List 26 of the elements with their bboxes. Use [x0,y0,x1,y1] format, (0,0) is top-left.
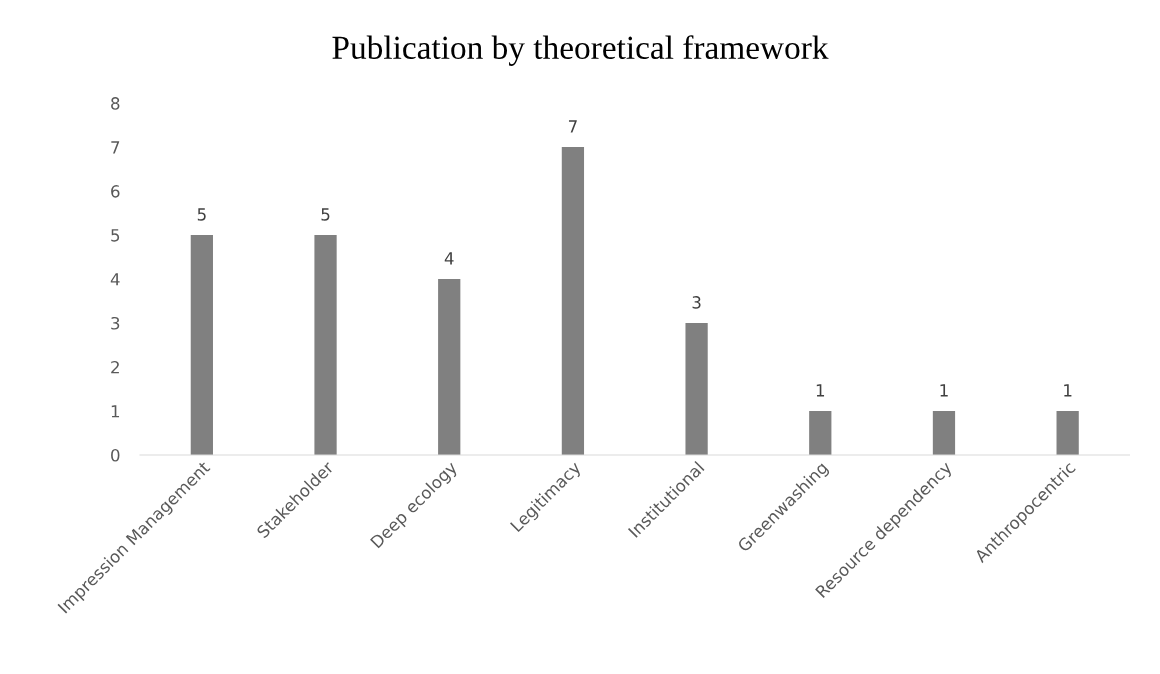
chart-title: Publication by theoretical framework [332,35,829,66]
data-label: 1 [816,384,825,397]
data-label: 1 [1064,384,1072,397]
y-tick-label: 5 [111,229,120,242]
data-label: 5 [321,208,330,221]
y-tick-label: 0 [111,448,120,462]
data-label: 3 [692,296,701,309]
y-tick-label: 2 [111,360,119,374]
bar [809,410,832,455]
y-tick-label: 3 [111,316,120,330]
y-tick-label: 6 [111,185,120,198]
data-label: 1 [940,384,948,397]
bar [190,235,213,455]
y-tick-label: 1 [111,405,120,418]
y-tick-label: 8 [111,97,120,110]
bar [314,235,337,455]
y-tick-label: 4 [110,273,120,286]
data-label: 5 [197,208,206,221]
bar [932,410,956,455]
bar [1056,410,1079,455]
bar [561,147,585,455]
y-tick-label: 7 [111,141,120,154]
data-label: 4 [444,252,454,265]
bar [438,279,461,455]
bar [685,323,708,455]
data-label: 7 [568,120,577,133]
